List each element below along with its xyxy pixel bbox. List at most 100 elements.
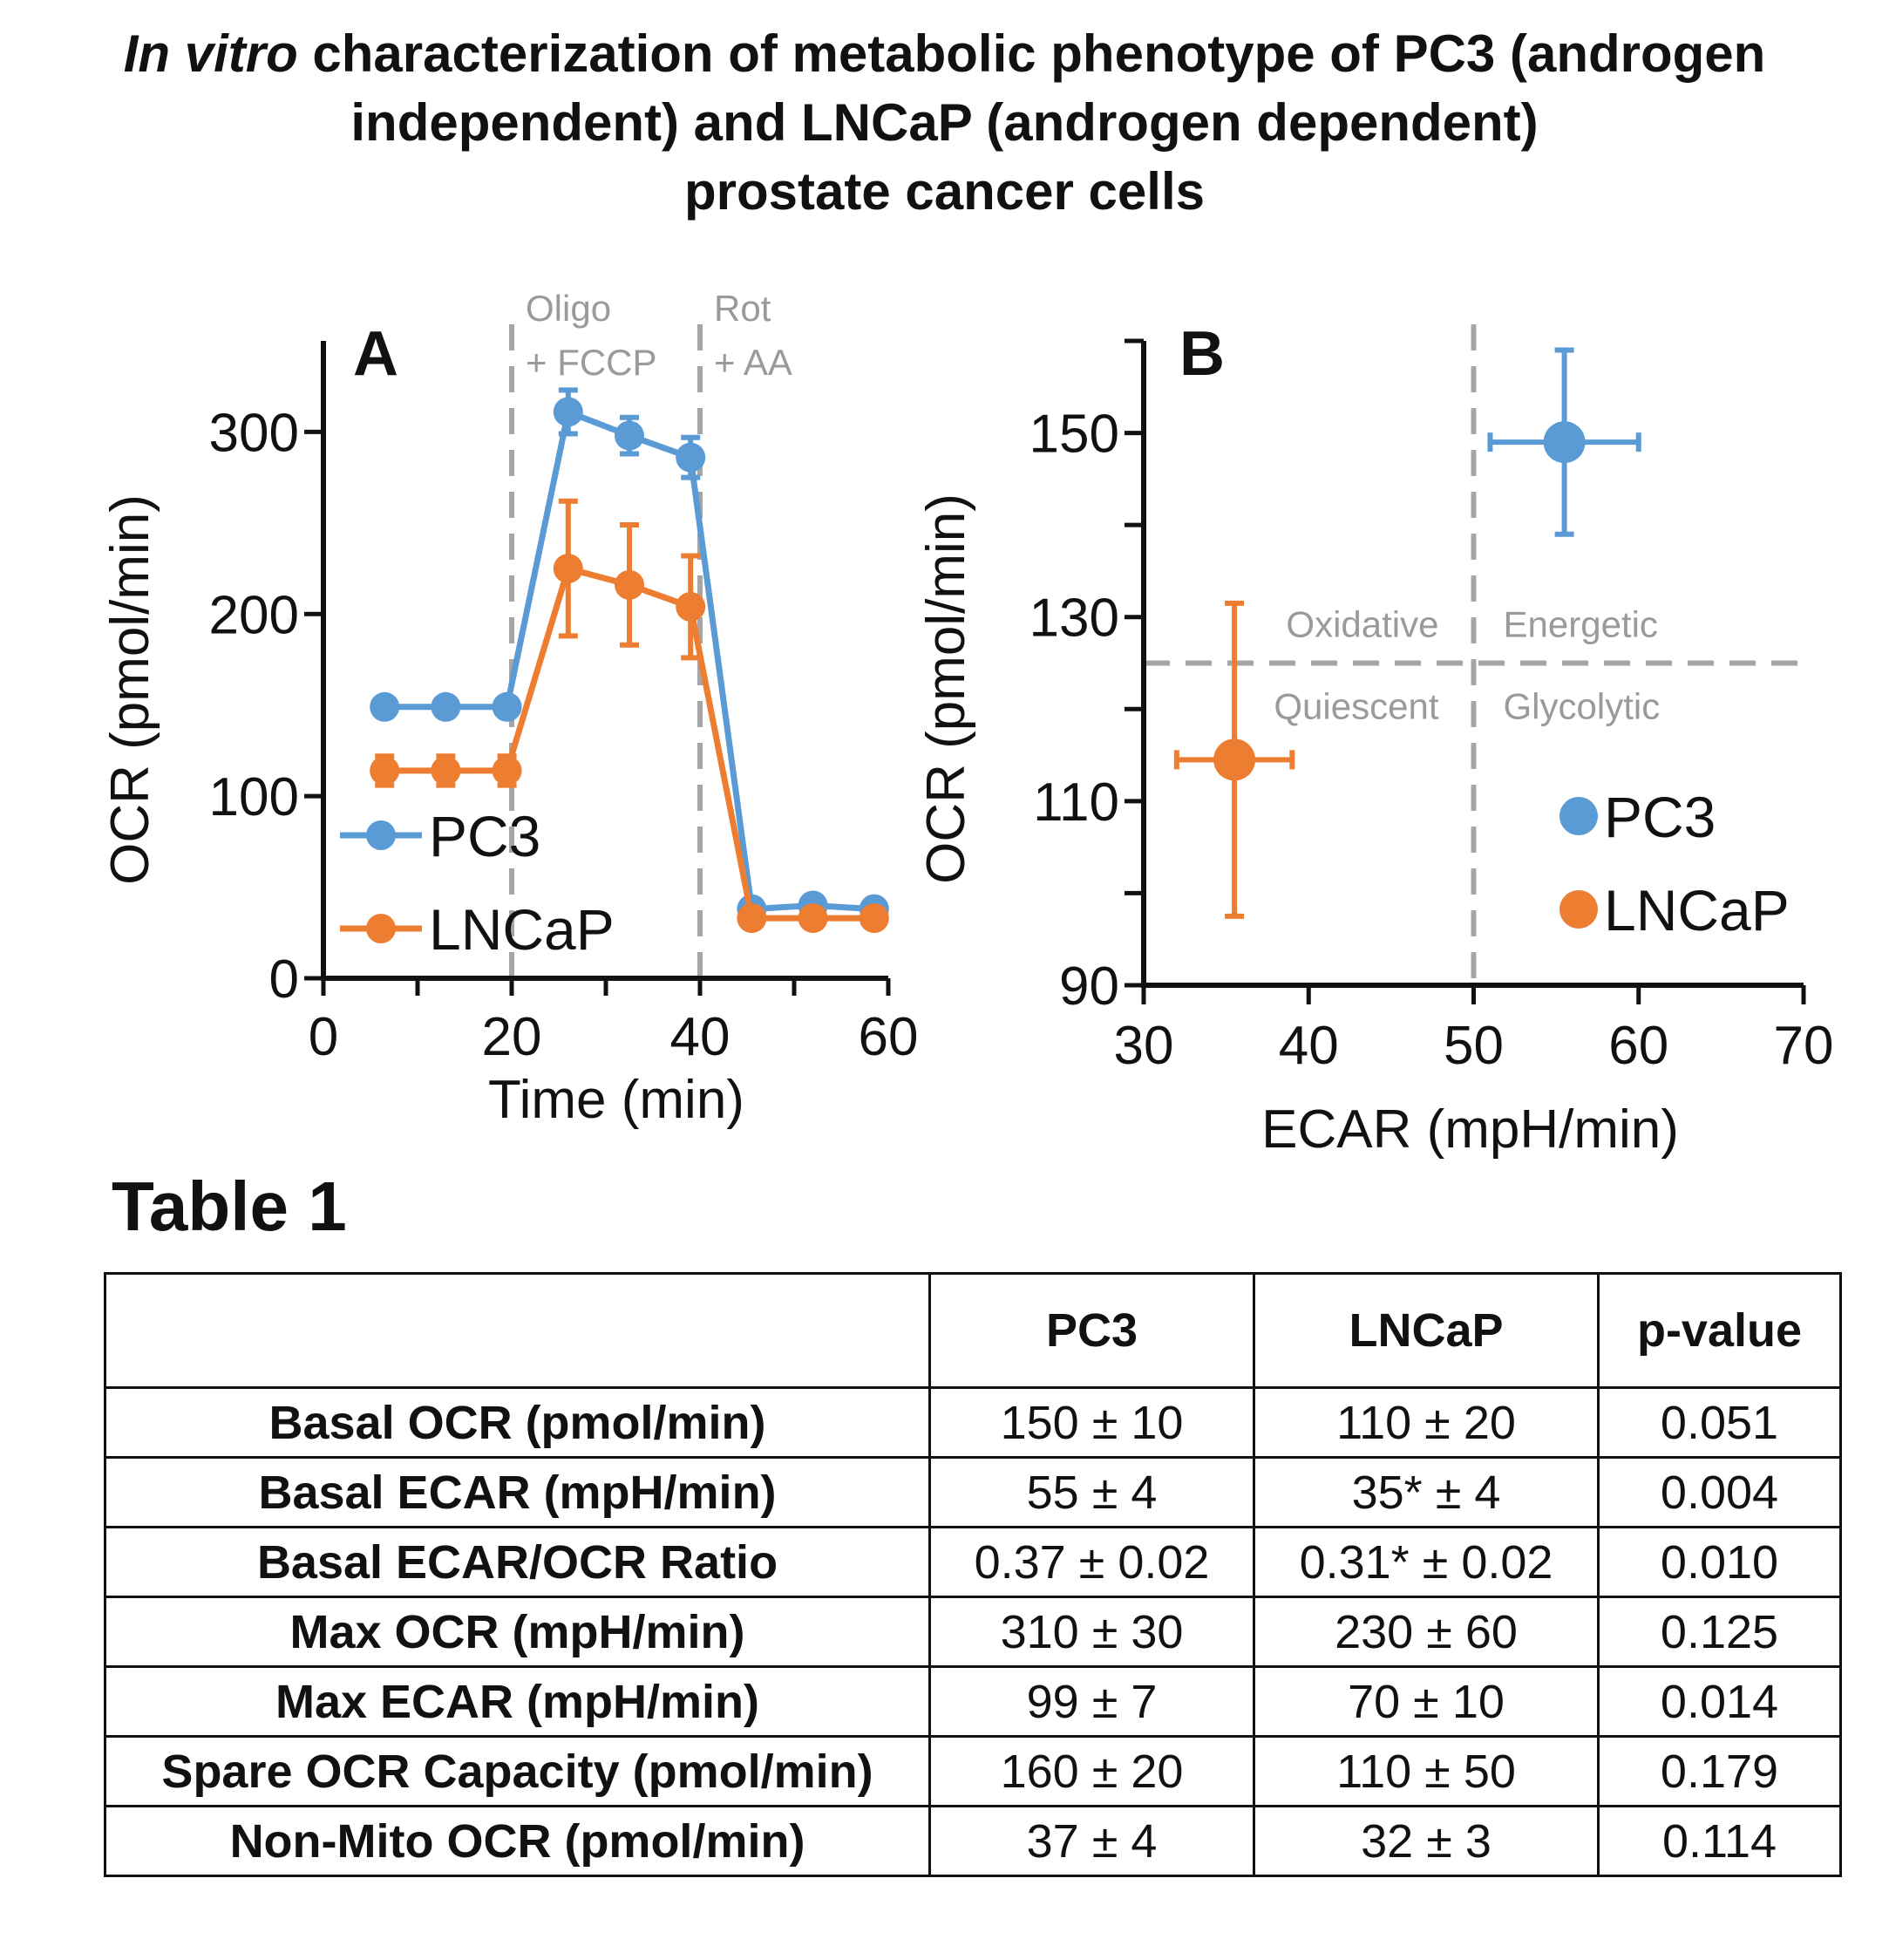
- data-point: [798, 903, 828, 934]
- value-cell: 0.179: [1597, 1735, 1842, 1807]
- value-cell: 0.125: [1597, 1596, 1842, 1668]
- panel-label-b: B: [1179, 319, 1225, 389]
- data-point: [370, 691, 400, 722]
- legend-label: LNCaP: [1604, 878, 1790, 943]
- header-cell-empty: [104, 1272, 931, 1389]
- data-point: [615, 420, 644, 451]
- legend-label: PC3: [1604, 785, 1716, 849]
- value-cell: 32 ± 3: [1253, 1805, 1600, 1877]
- legend-marker: [366, 914, 396, 943]
- row-label-cell: Spare OCR Capacity (pmol/min): [104, 1735, 931, 1807]
- header-cell: LNCaP: [1253, 1272, 1600, 1389]
- data-point: [553, 397, 583, 427]
- value-cell: 0.31* ± 0.02: [1253, 1526, 1600, 1598]
- figure-title-line-1: In vitro characterization of metabolic p…: [0, 19, 1889, 88]
- row-label-cell: Basal OCR (pmol/min): [104, 1386, 931, 1459]
- value-cell: 110 ± 50: [1253, 1735, 1600, 1807]
- x-tick-label: 0: [309, 1007, 338, 1067]
- value-cell: 310 ± 30: [928, 1596, 1255, 1668]
- results-table: PC3 LNCaP p-value Basal OCR (pmol/min) 150 …: [104, 1272, 1842, 1877]
- y-tick-label: 0: [269, 949, 299, 1010]
- quadrant-label: Glycolytic: [1504, 686, 1661, 727]
- table-row: Max ECAR (mpH/min) 99 ± 7 70 ± 10 0.014: [104, 1665, 1842, 1738]
- legend-marker: [1559, 890, 1598, 929]
- quadrant-label: Quiescent: [1274, 686, 1438, 727]
- table-title: Table 1: [112, 1167, 347, 1245]
- figure-title-line-2: independent) and LNCaP (androgen depende…: [350, 93, 1539, 152]
- value-cell: 0.37 ± 0.02: [928, 1526, 1255, 1598]
- value-cell: 230 ± 60: [1253, 1596, 1600, 1668]
- injection-label: Rot: [714, 288, 771, 329]
- table-row: Basal ECAR (mpH/min) 55 ± 4 35* ± 4 0.004: [104, 1456, 1842, 1528]
- data-point: [492, 691, 522, 722]
- x-tick-label: 30: [1114, 1016, 1174, 1076]
- y-tick-label: 300: [209, 403, 299, 463]
- row-label-cell: Basal ECAR/OCR Ratio: [104, 1526, 931, 1598]
- x-tick-label: 40: [670, 1007, 730, 1067]
- y-tick-label: 130: [1029, 589, 1119, 649]
- figure-title: In vitro characterization of metabolic p…: [0, 19, 1889, 226]
- injection-label: + AA: [714, 342, 792, 383]
- y-tick-label: 200: [209, 585, 299, 645]
- legend-label: LNCaP: [429, 897, 615, 962]
- value-cell: 160 ± 20: [928, 1735, 1255, 1807]
- table-row: Non-Mito OCR (pmol/min) 37 ± 4 32 ± 3 0.114: [104, 1805, 1842, 1877]
- data-point: [431, 691, 461, 722]
- chart-b: Oxidative Energetic Quiescent Glycolytic 90 1…: [916, 319, 1834, 1160]
- value-cell: 0.051: [1597, 1386, 1842, 1459]
- data-point: [553, 554, 583, 584]
- data-point: [859, 903, 889, 934]
- table-row: Max OCR (mpH/min) 310 ± 30 230 ± 60 0.125: [104, 1596, 1842, 1668]
- value-cell: 0.114: [1597, 1805, 1842, 1877]
- y-tick-label: 100: [209, 767, 299, 827]
- table-row: Basal OCR (pmol/min) 150 ± 10 110 ± 20 0.05…: [104, 1386, 1842, 1459]
- header-cell: PC3: [928, 1272, 1255, 1389]
- table-body: Basal OCR (pmol/min) 150 ± 10 110 ± 20 0.05…: [104, 1386, 1842, 1877]
- value-cell: 37 ± 4: [928, 1805, 1255, 1877]
- value-cell: 0.010: [1597, 1526, 1842, 1598]
- value-cell: 110 ± 20: [1253, 1386, 1600, 1459]
- x-tick-label: 60: [859, 1007, 919, 1067]
- chart-a: Oligo + FCCP Rot + AA 0 100 200 300 0 20 40 60 Time …: [100, 288, 919, 1130]
- panel-label-a: A: [353, 319, 398, 389]
- quadrant-label: Energetic: [1504, 604, 1658, 645]
- x-tick-label: 70: [1774, 1016, 1834, 1076]
- figure-title-line-3: prostate cancer cells: [684, 162, 1205, 221]
- row-label-cell: Non-Mito OCR (pmol/min): [104, 1805, 931, 1877]
- value-cell: 35* ± 4: [1253, 1456, 1600, 1528]
- value-cell: 70 ± 10: [1253, 1665, 1600, 1738]
- data-point: [370, 755, 400, 786]
- data-point: [431, 755, 461, 786]
- x-tick-label: 20: [482, 1007, 542, 1067]
- row-label-cell: Max ECAR (mpH/min): [104, 1665, 931, 1738]
- legend-marker: [1559, 797, 1598, 835]
- data-point: [1543, 421, 1586, 464]
- table-header-row: PC3 LNCaP p-value: [104, 1272, 1842, 1389]
- x-axis-title: Time (min): [488, 1070, 744, 1130]
- value-cell: 150 ± 10: [928, 1386, 1255, 1459]
- y-tick-label: 150: [1029, 405, 1119, 465]
- legend-marker: [366, 820, 396, 850]
- x-tick-label: 60: [1608, 1016, 1668, 1076]
- row-label-cell: Basal ECAR (mpH/min): [104, 1456, 931, 1528]
- value-cell: 0.004: [1597, 1456, 1842, 1528]
- data-point: [676, 591, 706, 622]
- x-axis-title: ECAR (mpH/min): [1261, 1099, 1679, 1160]
- header-cell: p-value: [1597, 1272, 1842, 1389]
- data-point: [737, 903, 767, 934]
- y-tick-label: 110: [1033, 772, 1119, 833]
- injection-label: Oligo: [526, 288, 611, 329]
- value-cell: 99 ± 7: [928, 1665, 1255, 1738]
- row-label-cell: Max OCR (mpH/min): [104, 1596, 931, 1668]
- data-point: [1213, 738, 1256, 781]
- injection-label: + FCCP: [526, 342, 657, 383]
- data-point: [615, 569, 644, 600]
- data-point: [492, 755, 522, 786]
- table-row: Basal ECAR/OCR Ratio 0.37 ± 0.02 0.31* ± 0…: [104, 1526, 1842, 1598]
- title-italic: In vitro: [123, 24, 298, 83]
- y-axis-title: OCR (pmol/min): [916, 493, 976, 884]
- legend-label: PC3: [429, 804, 540, 868]
- quadrant-label: Oxidative: [1286, 604, 1438, 645]
- y-tick-label: 90: [1059, 956, 1119, 1017]
- value-cell: 55 ± 4: [928, 1456, 1255, 1528]
